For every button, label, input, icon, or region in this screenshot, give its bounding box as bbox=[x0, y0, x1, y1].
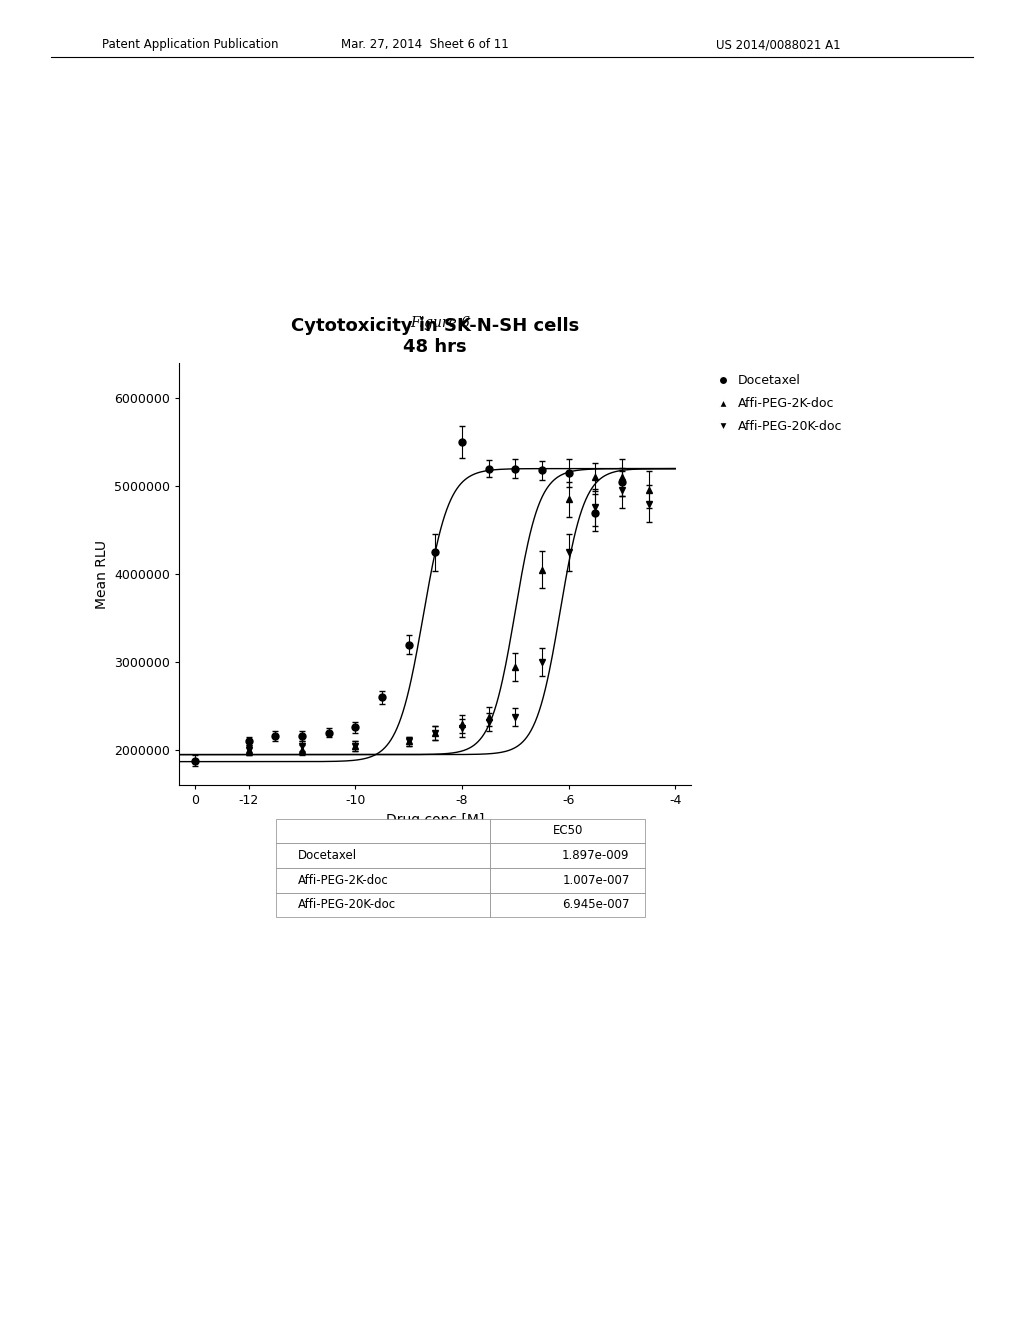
Legend: Docetaxel, Affi-PEG-2K-doc, Affi-PEG-20K-doc: Docetaxel, Affi-PEG-2K-doc, Affi-PEG-20K… bbox=[713, 370, 847, 438]
Y-axis label: Mean RLU: Mean RLU bbox=[94, 540, 109, 609]
Title: Cytotoxicity in SK-N-SH cells
48 hrs: Cytotoxicity in SK-N-SH cells 48 hrs bbox=[291, 317, 580, 356]
Text: Patent Application Publication: Patent Application Publication bbox=[102, 38, 279, 51]
X-axis label: Drug conc [M]: Drug conc [M] bbox=[386, 813, 484, 828]
Text: US 2014/0088021 A1: US 2014/0088021 A1 bbox=[716, 38, 841, 51]
Text: Mar. 27, 2014  Sheet 6 of 11: Mar. 27, 2014 Sheet 6 of 11 bbox=[341, 38, 509, 51]
Text: Figure 6: Figure 6 bbox=[411, 317, 470, 330]
